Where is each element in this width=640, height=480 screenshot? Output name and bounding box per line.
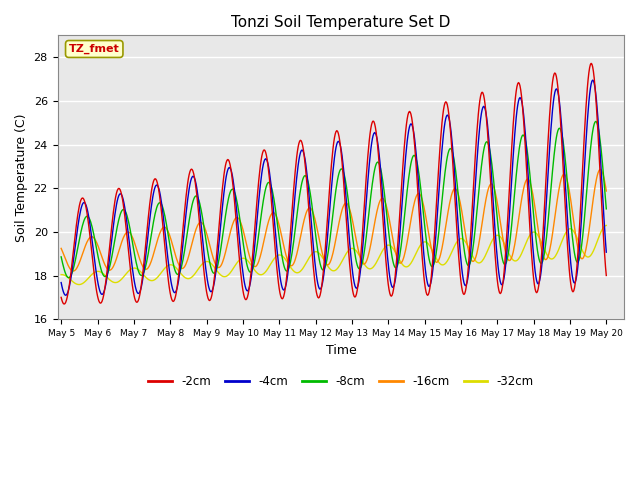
X-axis label: Time: Time: [326, 344, 356, 357]
Legend: -2cm, -4cm, -8cm, -16cm, -32cm: -2cm, -4cm, -8cm, -16cm, -32cm: [143, 371, 538, 393]
Title: Tonzi Soil Temperature Set D: Tonzi Soil Temperature Set D: [231, 15, 451, 30]
Text: TZ_fmet: TZ_fmet: [69, 44, 120, 54]
Y-axis label: Soil Temperature (C): Soil Temperature (C): [15, 113, 28, 241]
